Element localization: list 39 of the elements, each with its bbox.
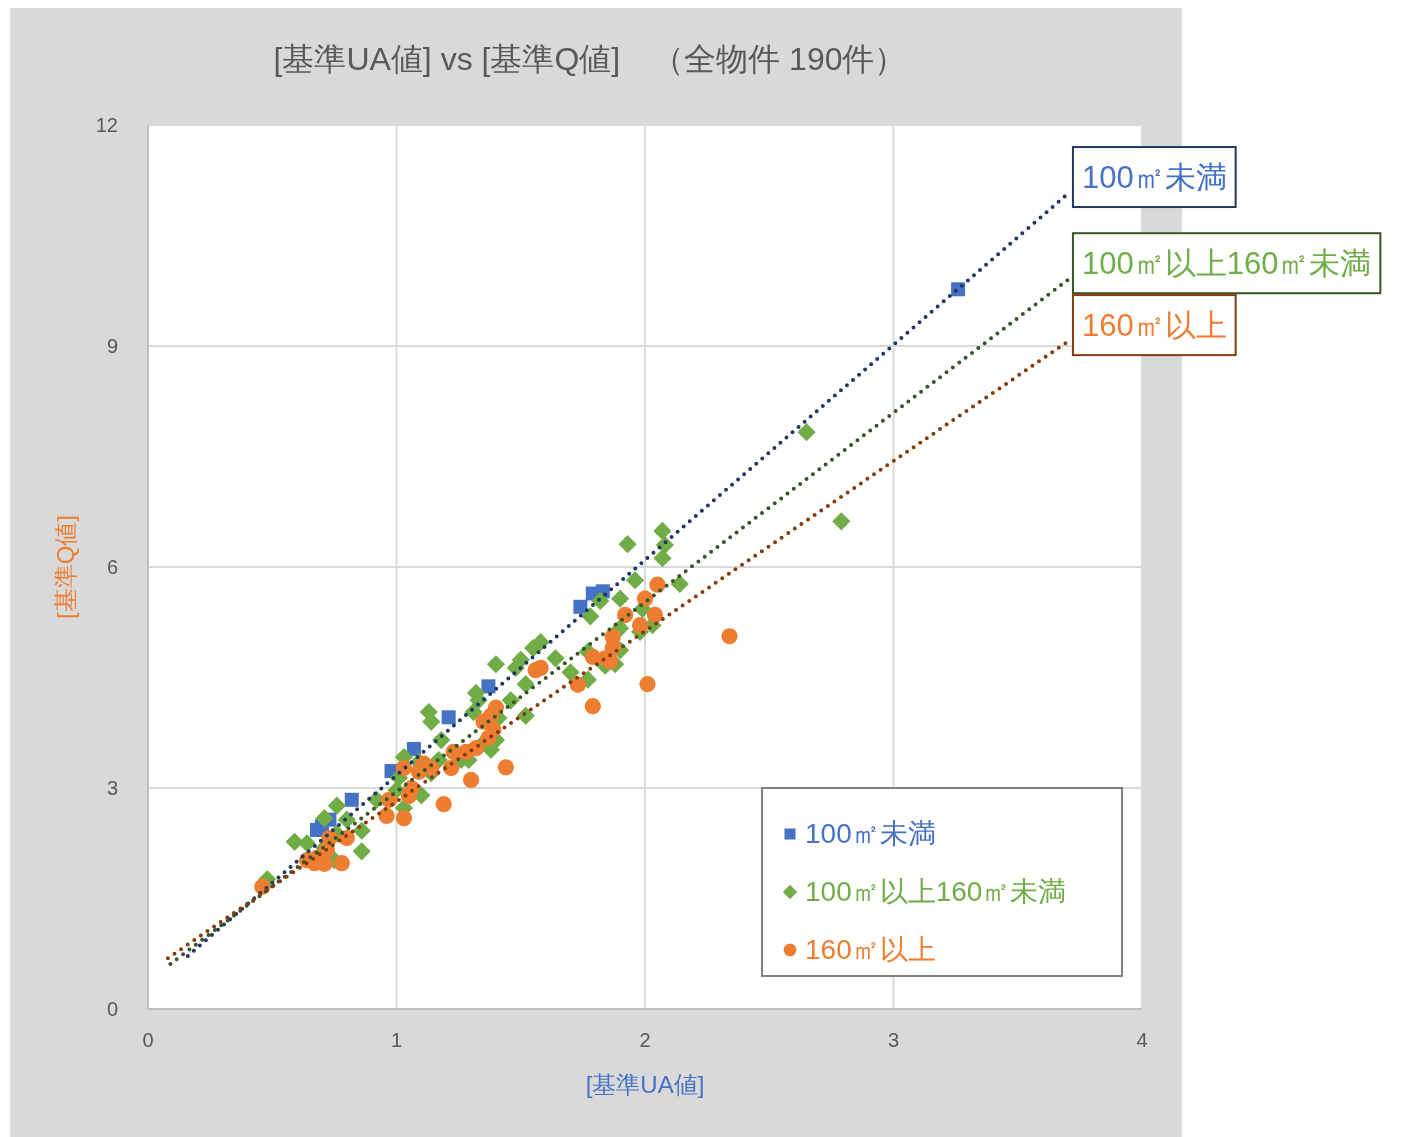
point [497,759,514,776]
point [646,606,664,623]
legend-label: 100㎡以上160㎡未満 [805,876,1067,907]
x-axis-title: [基準UA値] [585,1071,705,1098]
y-tick-label: 6 [106,556,118,578]
point [378,807,395,825]
x-tick-label: 4 [1136,1029,1148,1051]
point [344,792,359,807]
legend-label: 160㎡以上 [805,934,936,965]
point [573,599,588,614]
chart-title: [基準UA値] vs [基準Q値] （全物件 190件） [273,41,907,77]
annotation: 100㎡以上160㎡未満 [1081,246,1372,282]
point [649,576,666,593]
point [569,676,587,693]
legend-label: 100㎡未満 [805,818,936,849]
y-tick-label: 0 [106,998,118,1020]
point [309,822,324,837]
point [435,796,452,813]
point [481,679,496,694]
y-tick-label: 3 [106,777,118,799]
point [584,648,601,665]
x-tick-label: 1 [390,1029,403,1051]
point [631,617,649,634]
x-tick-label: 3 [887,1029,900,1051]
point [527,662,544,679]
y-tick-label: 12 [95,114,118,136]
annotation: 100㎡未満 [1081,160,1227,196]
annotation: 160㎡以上 [1081,308,1227,344]
point [333,855,350,872]
point [441,710,456,725]
point [721,628,738,645]
point [462,771,480,789]
point [395,810,413,827]
x-tick-label: 2 [639,1029,651,1051]
y-tick-label: 9 [106,335,118,357]
x-tick-label: 0 [142,1029,154,1051]
y-axis-title: [基準Q値] [52,514,79,620]
point [584,698,601,715]
point [639,676,656,693]
